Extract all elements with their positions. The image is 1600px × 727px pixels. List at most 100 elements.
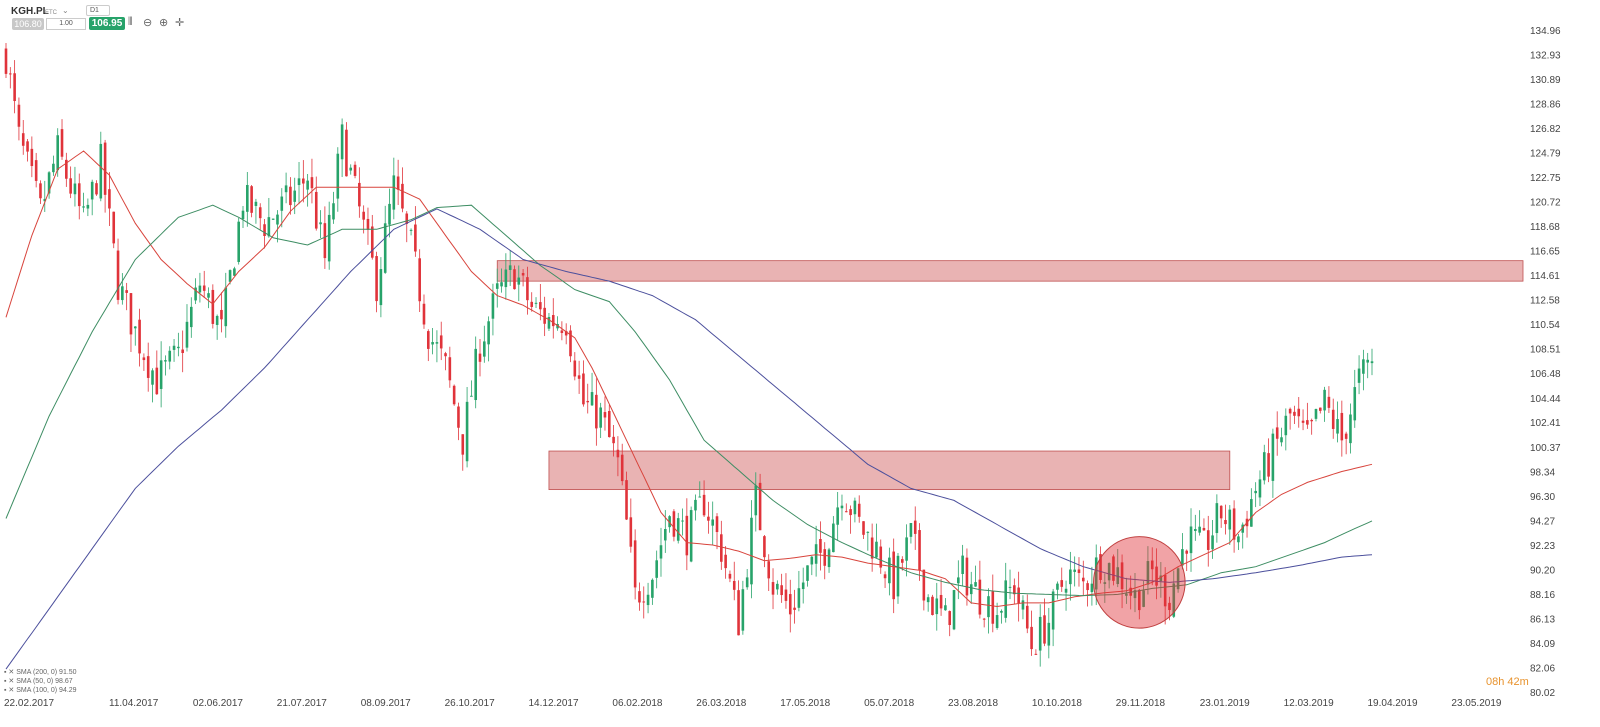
candle-body [547, 316, 551, 329]
date-tick: 11.04.2017 [109, 698, 159, 709]
candle-body [1306, 420, 1309, 425]
candle-body [952, 590, 956, 630]
candle-body [767, 561, 771, 579]
candle-body [1228, 509, 1232, 530]
highlight-circle-shape[interactable] [1093, 536, 1186, 629]
candle-body [133, 326, 137, 329]
candle-body [379, 269, 383, 306]
candle-body [1094, 557, 1098, 590]
candle-body [539, 302, 542, 310]
candle-body [392, 175, 396, 210]
price-tick: 120.72 [1530, 198, 1561, 209]
candle-body [870, 537, 874, 559]
crosshair-icon[interactable]: ✛ [175, 17, 185, 29]
date-tick: 23.01.2019 [1200, 698, 1250, 709]
candle-body [258, 207, 262, 219]
candle-body [1077, 569, 1081, 574]
candle-body [125, 290, 128, 293]
candle-body [263, 224, 266, 237]
candle-body [586, 400, 590, 403]
candle-body [840, 505, 844, 509]
candle-body [1103, 582, 1107, 584]
time-axis: 22.02.2017 11.04.2017 02.06.2017 21.07.2017… [4, 698, 1502, 709]
date-tick: 02.06.2017 [193, 698, 243, 709]
buy-price-button[interactable]: 106.95 [89, 17, 125, 30]
price-tick: 114.61 [1530, 271, 1560, 282]
legend-item[interactable]: ▪ ✕ SMA (50, 0) 98.67 [4, 678, 73, 685]
candle-body [241, 210, 245, 220]
candle-body [1107, 563, 1111, 581]
candle-body [776, 583, 779, 590]
candle-body [879, 546, 883, 568]
candle-body [1327, 396, 1331, 408]
candle-body [987, 596, 990, 618]
sma-line [5, 150, 1373, 608]
candle-body [396, 176, 400, 190]
candle-body [732, 580, 736, 590]
sell-price-button[interactable]: 106.80 [12, 18, 44, 30]
candle-body [659, 545, 663, 559]
date-tick: 10.10.2018 [1032, 698, 1082, 709]
price-tick: 86.13 [1530, 614, 1555, 625]
price-tick: 106.48 [1530, 369, 1561, 380]
timeframe-select[interactable]: D1 [86, 5, 110, 16]
candle-body [1060, 580, 1064, 587]
candle-body [582, 373, 585, 405]
price-tick: 116.65 [1530, 247, 1560, 258]
candle-body [969, 584, 973, 595]
legend-item[interactable]: ▪ ✕ SMA (200, 0) 91.50 [4, 669, 77, 676]
candle-body [327, 214, 331, 262]
candle-body [1301, 420, 1305, 423]
candle-body [297, 178, 301, 186]
date-tick: 23.08.2018 [948, 698, 998, 709]
date-tick: 06.02.2018 [612, 698, 662, 709]
candle-body [198, 285, 202, 293]
candle-body [1366, 359, 1369, 363]
candle-body [1284, 415, 1288, 436]
price-tick: 96.30 [1530, 492, 1555, 503]
candle-body [844, 511, 848, 513]
resistance-zone[interactable] [496, 260, 1524, 282]
candle-body [414, 224, 417, 252]
candle-body [724, 554, 727, 569]
candle-body [646, 594, 650, 606]
candle-body [1163, 574, 1167, 607]
candle-body [177, 346, 180, 349]
candle-body [129, 293, 133, 335]
candle-body [801, 582, 805, 590]
zoom-out-icon[interactable]: ⊖ [143, 17, 153, 29]
candle-body [896, 555, 900, 597]
price-tick: 104.44 [1530, 394, 1561, 405]
date-tick: 26.10.2017 [445, 698, 495, 709]
candle-body [478, 353, 482, 362]
candle-body [995, 615, 999, 628]
candle-body [470, 395, 473, 397]
symbol-label[interactable]: KGH.PL [11, 6, 49, 17]
volume-input[interactable]: 1.00 [46, 18, 86, 30]
candle-body [508, 265, 512, 271]
price-tick: 134.96 [1530, 26, 1561, 37]
candle-body [431, 342, 434, 345]
candle-body [788, 594, 792, 615]
date-tick: 14.12.2017 [529, 698, 579, 709]
candle-body [651, 579, 654, 598]
chevron-down-icon[interactable]: ⌄ [62, 6, 69, 15]
zoom-in-icon[interactable]: ⊕ [159, 17, 169, 29]
date-tick: 22.02.2017 [4, 698, 54, 709]
candle-body [1025, 605, 1029, 629]
bars-icon[interactable]: ⫴ [128, 16, 133, 28]
candle-body [146, 356, 150, 378]
candle-body [1090, 583, 1094, 593]
candle-body [332, 203, 335, 220]
candle-body [754, 485, 758, 516]
candle-body [500, 282, 503, 287]
candle-body [1241, 524, 1245, 533]
resistance-zone[interactable] [548, 450, 1231, 491]
candle-body [974, 582, 977, 587]
legend-item[interactable]: ▪ ✕ SMA (100, 0) 94.29 [4, 687, 77, 694]
date-tick: 21.07.2017 [277, 698, 327, 709]
candle-body [702, 494, 706, 516]
candle-body [1215, 503, 1219, 534]
candle-body [69, 178, 72, 194]
